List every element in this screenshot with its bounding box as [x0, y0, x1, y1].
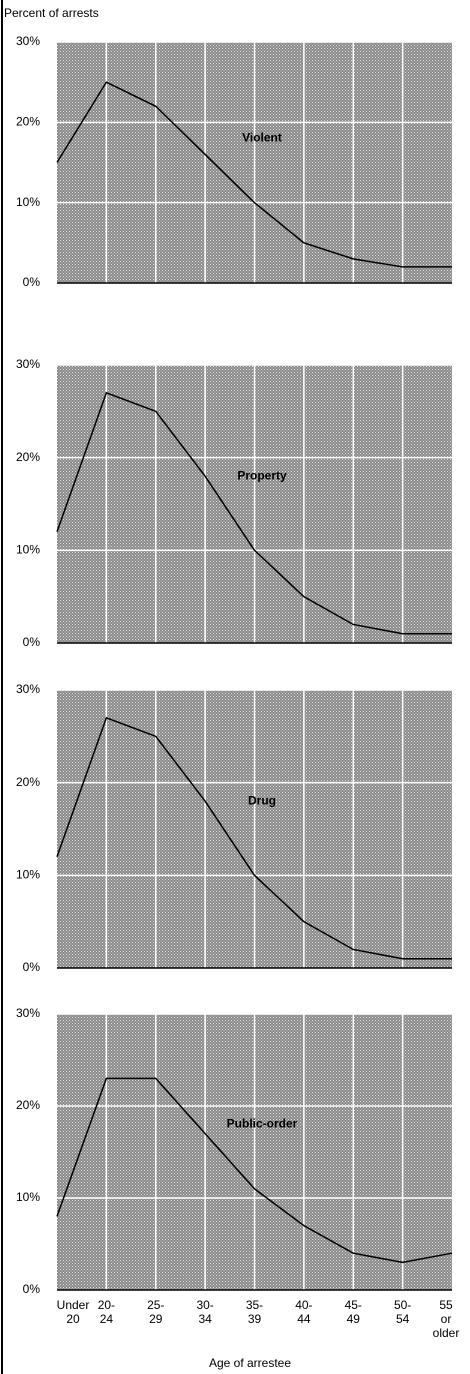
data-line [56, 81, 452, 268]
data-line [56, 391, 452, 635]
y-tick-label: 10% [16, 1190, 40, 1204]
y-tick-label: 0% [23, 960, 41, 974]
y-tick-label: 0% [23, 275, 41, 289]
x-tick-label: 55 or older [432, 1298, 460, 1340]
y-tick-label: 20% [16, 450, 40, 464]
series-label: Violent [242, 131, 282, 145]
x-tick-label: Under 20 [56, 1298, 90, 1326]
y-tick-label: 30% [16, 1006, 40, 1020]
x-tick-label: 35- 39 [245, 1298, 264, 1326]
y-tick-label: 20% [16, 115, 40, 129]
series-label: Property [237, 468, 287, 482]
y-tick-label: 10% [16, 868, 40, 882]
y-tick-label: 0% [23, 635, 41, 649]
y-axis-title: Percent of arrests [4, 6, 99, 20]
y-tick-label: 30% [16, 357, 40, 371]
x-tick-label: 40- 44 [295, 1298, 313, 1326]
y-tick-label: 20% [16, 1098, 40, 1112]
x-tick-label: 30- 34 [196, 1298, 214, 1326]
series-label: Public-order [227, 1117, 298, 1131]
data-line [56, 1077, 453, 1264]
y-tick-label: 20% [16, 775, 40, 789]
y-tick-label: 10% [16, 543, 40, 557]
y-tick-label: 30% [16, 682, 40, 696]
y-tick-label: 0% [23, 1282, 41, 1296]
y-tick-label: 10% [16, 195, 40, 209]
data-line [56, 716, 452, 960]
x-tick-label: 45- 49 [344, 1298, 362, 1326]
y-tick-label: 30% [16, 34, 40, 48]
x-tick-label: 50- 54 [393, 1298, 412, 1326]
series-label: Drug [248, 793, 276, 807]
x-tick-label: 25- 29 [147, 1298, 165, 1326]
x-axis-title: Age of arrestee [209, 1356, 291, 1370]
x-tick-label: 20- 24 [97, 1298, 116, 1326]
